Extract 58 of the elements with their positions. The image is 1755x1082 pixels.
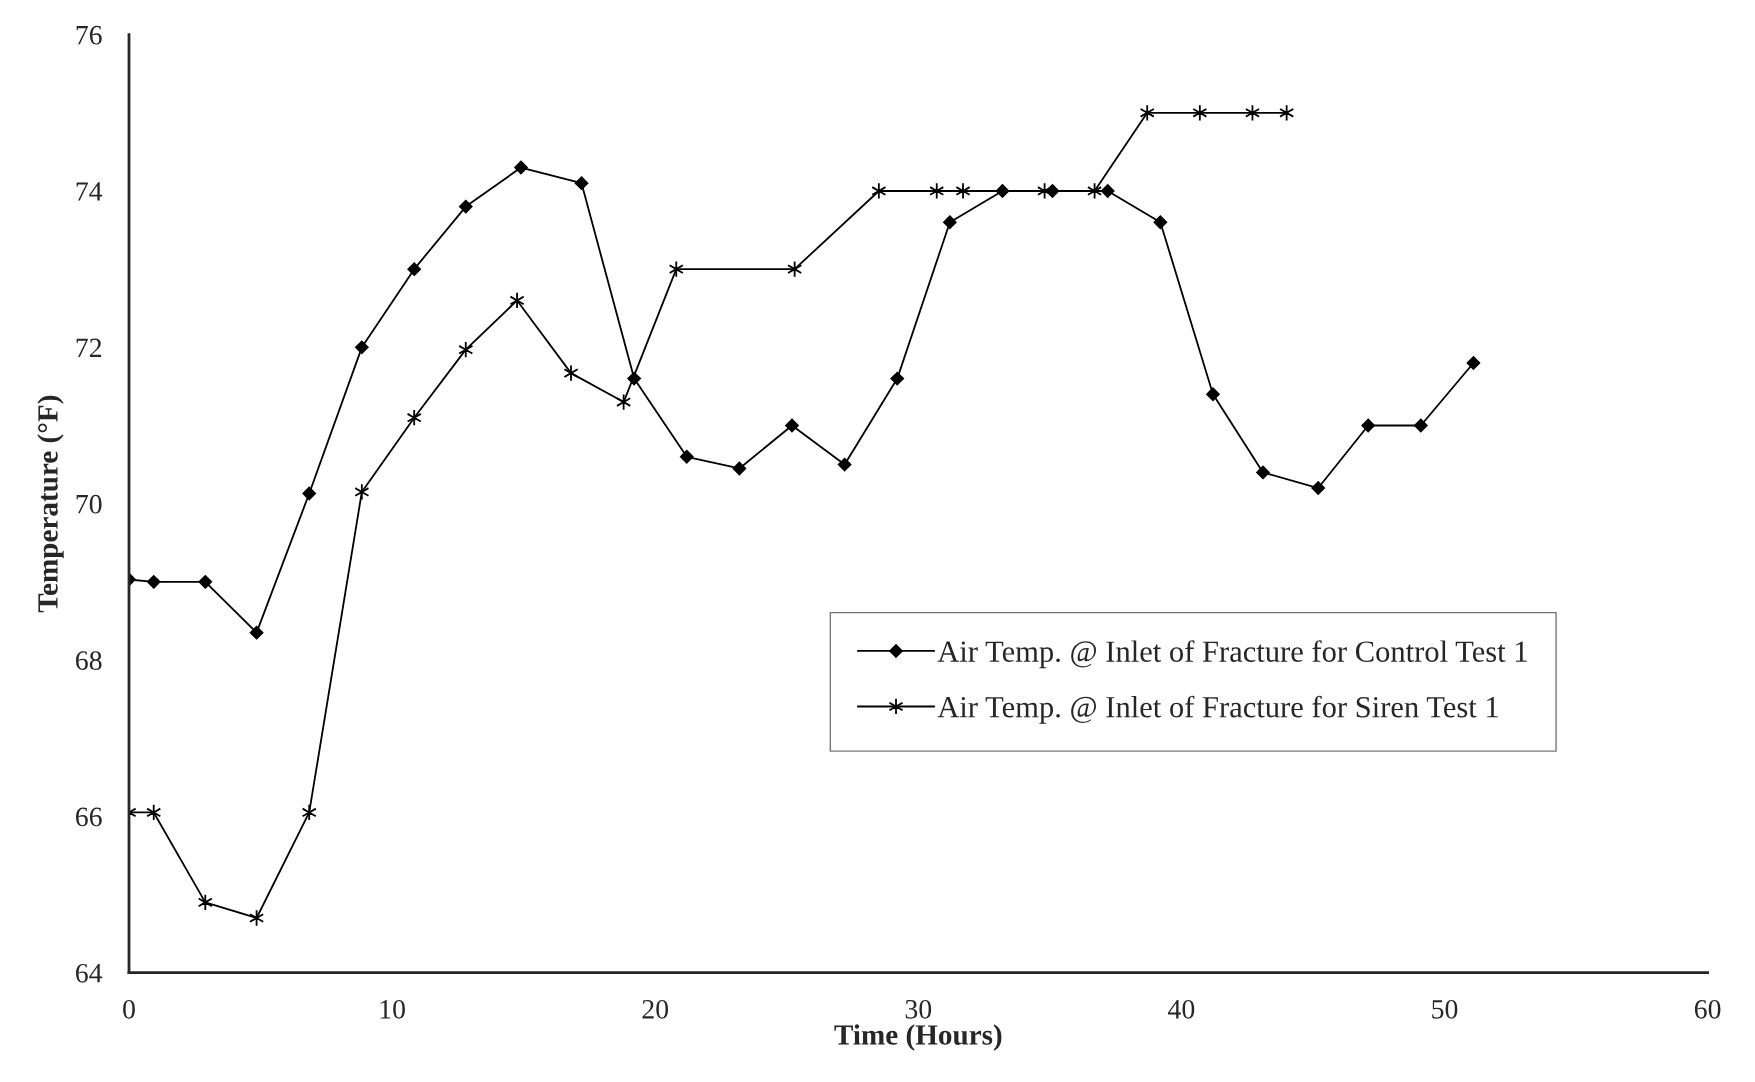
point (679, 449, 694, 464)
point (406, 409, 422, 427)
point (668, 260, 684, 278)
point (1466, 356, 1481, 370)
point (302, 486, 317, 501)
x-axis-title: Time (Hours) (834, 1024, 1002, 1051)
point (1311, 481, 1326, 495)
x-tick-label: 50 (1432, 999, 1458, 1019)
point (1256, 465, 1270, 480)
point (837, 457, 852, 472)
point (407, 262, 421, 276)
point (146, 575, 161, 589)
y-tick-label: 66 (76, 807, 102, 827)
point (1153, 215, 1168, 230)
point (146, 803, 162, 822)
y-tick-label: 72 (76, 338, 102, 357)
point (955, 182, 971, 200)
point (514, 160, 528, 175)
point (1361, 418, 1376, 433)
point (249, 909, 265, 927)
point (787, 260, 803, 278)
x-tick-label: 30 (905, 999, 932, 1019)
point (354, 483, 370, 501)
point (458, 341, 474, 359)
point (301, 803, 317, 822)
point (355, 340, 369, 355)
point (198, 575, 213, 589)
point (574, 176, 589, 190)
point (929, 182, 945, 200)
x-tick-label: 10 (380, 999, 405, 1019)
point (1206, 387, 1220, 402)
point (616, 393, 632, 411)
point (1192, 104, 1208, 122)
legend-label: Air Temp. @ Inlet of Fracture for Control Test 1 (937, 640, 1527, 669)
y-tick-label: 64 (76, 963, 103, 983)
y-tick-label: 70 (76, 494, 102, 514)
point (1414, 418, 1428, 433)
point (890, 371, 905, 386)
x-tick-label: 0 (123, 999, 135, 1019)
point (1139, 104, 1155, 122)
y-axis-title: Temperature (°F) (37, 395, 64, 613)
x-tick-label: 20 (642, 999, 669, 1019)
y-tick-label: 68 (76, 651, 102, 670)
point (458, 199, 473, 214)
x-tick-label: 60 (1694, 999, 1721, 1019)
point (871, 182, 887, 200)
point (197, 893, 213, 911)
x-tick-label: 40 (1168, 999, 1195, 1019)
point (563, 364, 579, 382)
legend-label: Air Temp. @ Inlet of Fracture for Siren Test 1 (937, 695, 1498, 724)
point (509, 291, 525, 309)
point (1100, 184, 1115, 198)
point (785, 418, 799, 433)
point (943, 215, 957, 230)
y-tick-label: 74 (76, 182, 103, 201)
y-tick-label: 76 (76, 25, 102, 45)
point (249, 625, 264, 640)
point (732, 461, 747, 476)
